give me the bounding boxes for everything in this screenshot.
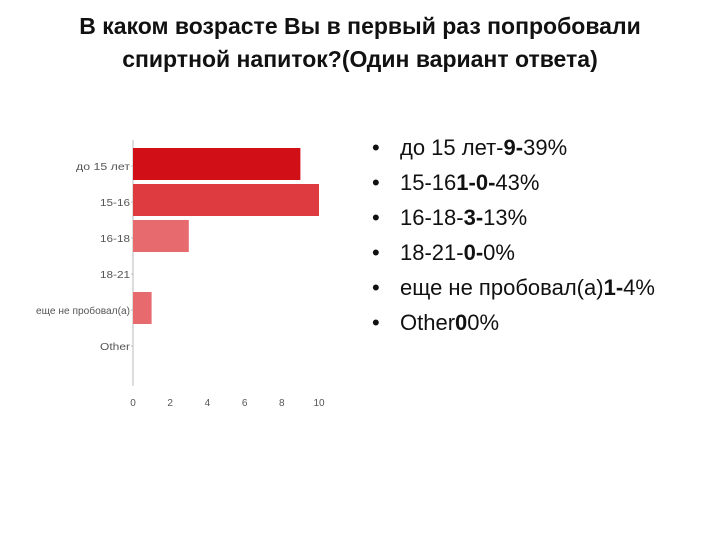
bullet-icon: • <box>372 275 380 300</box>
summary-count: 9 <box>503 135 516 160</box>
bar <box>133 148 301 180</box>
summary-percent: 13% <box>483 205 528 230</box>
summary-count: 1-0 <box>456 170 489 195</box>
x-tick-label: 10 <box>313 398 325 409</box>
summary-separator: - <box>515 135 524 160</box>
summary-label: еще не пробовал(а) <box>400 275 604 300</box>
summary-label: 16-18- <box>400 205 464 230</box>
summary-label: до 15 лет- <box>400 135 504 160</box>
title-line-1: В каком возрасте Вы в первый раз попробо… <box>79 13 641 39</box>
x-tick-label: 0 <box>130 398 136 409</box>
summary-count: 3 <box>463 205 476 230</box>
summary-item: • Other00% <box>372 308 672 337</box>
bar <box>133 292 152 324</box>
summary-label: 15-16 <box>400 170 457 195</box>
category-tick-label: до 15 лет <box>76 162 131 173</box>
x-tick-label: 4 <box>205 398 211 409</box>
bullet-icon: • <box>372 205 380 230</box>
summary-separator: - <box>488 170 496 195</box>
summary-separator: - <box>615 275 624 300</box>
category-tick-label: 18-21 <box>100 270 131 281</box>
bar <box>133 184 319 216</box>
summary-separator: - <box>475 205 484 230</box>
title-line-2: спиртной напиток?(Один вариант ответа) <box>122 46 598 72</box>
summary-label: 18-21- <box>400 240 464 265</box>
summary-percent: 4% <box>623 275 655 300</box>
bullet-icon: • <box>372 135 380 160</box>
bullet-icon: • <box>372 170 380 195</box>
bar <box>133 220 189 252</box>
x-tick-label: 6 <box>242 398 248 409</box>
summary-separator: - <box>475 240 484 265</box>
summary-count: 0 <box>455 310 468 335</box>
summary-item: • до 15 лет-9-39% <box>372 133 672 162</box>
category-tick-label: еще не пробовал(а) <box>36 305 130 317</box>
summary-label: Other <box>400 310 456 335</box>
summary-percent: 43% <box>495 170 540 195</box>
summary-item: • 18-21-0-0% <box>372 238 672 267</box>
category-tick-label: 16-18 <box>100 234 131 245</box>
x-tick-label: 2 <box>167 398 173 409</box>
summary-percent: 0% <box>467 310 500 335</box>
bullet-icon: • <box>372 240 380 265</box>
category-tick-label: Other <box>100 342 131 353</box>
summary-percent: 39% <box>523 135 568 160</box>
summary-item: • еще не пробовал(а)1-4% <box>372 273 672 302</box>
bullet-icon: • <box>372 310 380 335</box>
summary-count: 0 <box>463 240 476 265</box>
answer-summary-list: • до 15 лет-9-39% • 15-161-0-43% • 16-18… <box>372 133 672 343</box>
summary-percent: 0% <box>483 240 515 265</box>
slide-title: В каком возрасте Вы в первый раз попробо… <box>30 10 690 76</box>
category-tick-label: 15-16 <box>100 198 131 209</box>
summary-item: • 16-18-3-13% <box>372 203 672 232</box>
summary-count: 1 <box>603 275 616 300</box>
x-tick-label: 8 <box>279 398 285 409</box>
summary-item: • 15-161-0-43% <box>372 168 672 197</box>
